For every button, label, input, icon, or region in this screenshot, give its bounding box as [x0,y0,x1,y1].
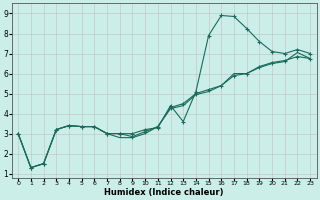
X-axis label: Humidex (Indice chaleur): Humidex (Indice chaleur) [104,188,224,197]
